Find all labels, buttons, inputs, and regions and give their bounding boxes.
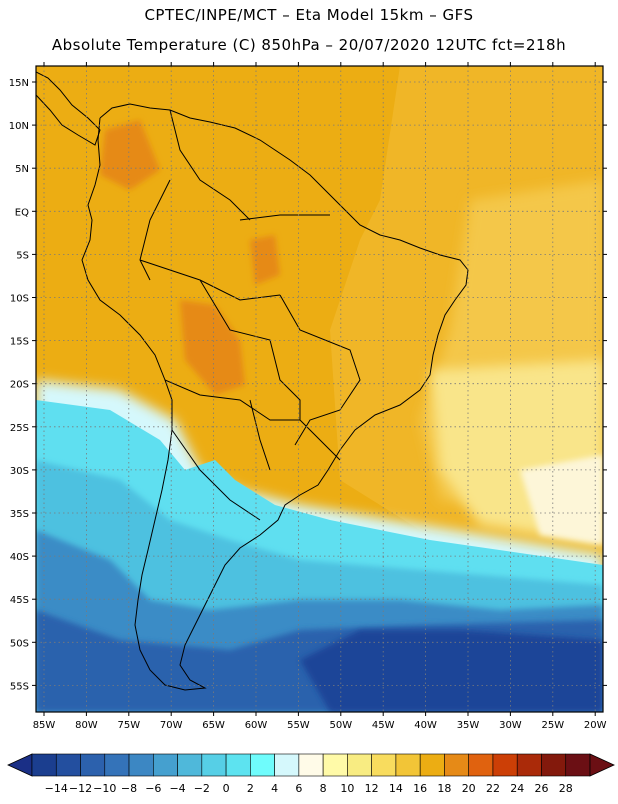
colorbar-swatch: [419, 753, 445, 777]
lon-label: 55W: [287, 720, 310, 731]
colorbar-swatch: [274, 753, 300, 777]
colorbar-swatch: [225, 753, 251, 777]
colorbar-high-arrow: [589, 753, 615, 777]
lon-label: 45W: [372, 720, 395, 731]
colorbar-swatch: [153, 753, 178, 777]
blue-darkest-region: [300, 630, 603, 712]
colorbar-label: 0: [223, 782, 230, 795]
lon-label: 85W: [33, 720, 56, 731]
colorbar-label: 24: [510, 782, 524, 795]
colorbar-swatch: [128, 753, 154, 777]
lat-label: 25S: [10, 423, 29, 434]
colorbar-label: −12: [69, 782, 92, 795]
colorbar-swatch: [347, 753, 372, 777]
colorbar-label: 4: [271, 782, 278, 795]
longitude-labels: 85W 80W 75W 70W 65W 60W 55W 50W 45W 40W 35W 30W 25W 2…: [33, 720, 607, 731]
colorbar-label: 28: [559, 782, 573, 795]
lat-label: 35S: [10, 509, 29, 520]
lon-label: 65W: [202, 720, 225, 731]
lat-label: 30S: [10, 466, 29, 477]
colorbar-swatch: [565, 753, 591, 777]
grid-lines: [36, 66, 603, 712]
colorbar-swatch: [516, 753, 542, 777]
lon-label: 20W: [584, 720, 607, 731]
chart-title-line-1: CPTEC/INPE/MCT – Eta Model 15km – GFS: [144, 6, 474, 24]
lat-label: 10S: [10, 294, 29, 305]
colorbar-label: 8: [320, 782, 327, 795]
colorbar-label: 12: [365, 782, 379, 795]
lon-label: 40W: [414, 720, 437, 731]
colorbar-swatch: [104, 753, 130, 777]
colorbar-label: −6: [145, 782, 161, 795]
colorbar-label: −14: [45, 782, 68, 795]
colorbar-swatch: [492, 753, 518, 777]
lat-label: 20S: [10, 380, 29, 391]
hot-land-colombia: [100, 120, 160, 190]
lon-label: 30W: [499, 720, 522, 731]
central-america-coastline: [36, 71, 101, 146]
hot-land-bolivia: [180, 300, 245, 395]
colorbar-label: −2: [194, 782, 210, 795]
lat-label: 45S: [10, 595, 29, 606]
south-america-coastline: [81, 103, 469, 691]
cream-region: [520, 455, 603, 545]
colorbar-labels: −14 −12 −10 −8 −6 −4 −2 0 2 4 6 8 10 12 14 16 18 20 22 24 26…: [45, 782, 573, 795]
lat-label: 40S: [10, 552, 29, 563]
colorbar-swatch: [250, 753, 275, 777]
lon-label: 60W: [245, 720, 268, 731]
lat-label: EQ: [15, 207, 29, 218]
colorbar-label: 22: [486, 782, 500, 795]
lon-label: 75W: [117, 720, 140, 731]
plot-frame: [35, 65, 604, 713]
latitude-labels: 15N 10N 5N EQ 5S 10S 15S 20S 25S 30S 35S 40S 45S 50S 5…: [9, 78, 29, 692]
lat-label: 5S: [16, 250, 29, 261]
colorbar-swatch: [395, 753, 421, 777]
colorbar: [7, 753, 615, 777]
lon-label: 35W: [457, 720, 480, 731]
colorbar-swatch: [371, 753, 397, 777]
colorbar-swatch: [31, 753, 57, 777]
internal-borders: [139, 109, 361, 521]
temperature-field: [36, 66, 603, 712]
colorbar-label: 20: [462, 782, 476, 795]
colorbar-swatch: [322, 753, 348, 777]
lat-label: 5N: [15, 164, 29, 175]
hot-land-amazon: [250, 235, 280, 285]
colorbar-label: 2: [247, 782, 254, 795]
colorbar-label: 14: [389, 782, 403, 795]
colorbar-label: 6: [295, 782, 302, 795]
colorbar-swatch: [541, 753, 567, 777]
lon-label: 25W: [541, 720, 564, 731]
country-borders: [36, 71, 469, 691]
colorbar-label: −8: [121, 782, 137, 795]
lat-label: 15S: [10, 337, 29, 348]
colorbar-low-arrow: [7, 753, 33, 777]
colorbar-swatch: [80, 753, 106, 777]
lon-label: 70W: [160, 720, 183, 731]
colorbar-label: 10: [340, 782, 354, 795]
lon-label: 80W: [75, 720, 98, 731]
colorbar-swatch: [298, 753, 324, 777]
colorbar-swatch: [201, 753, 227, 777]
lat-label: 15N: [9, 78, 29, 89]
colorbar-label: 26: [534, 782, 548, 795]
colorbar-swatch: [444, 753, 469, 777]
colorbar-swatch: [468, 753, 494, 777]
chart-title-line-2: Absolute Temperature (C) 850hPa – 20/07/…: [51, 36, 567, 54]
colorbar-swatch: [177, 753, 203, 777]
colorbar-label: 18: [437, 782, 451, 795]
lat-label: 50S: [10, 638, 29, 649]
axis-ticks: [32, 62, 607, 716]
colorbar-label: −4: [169, 782, 185, 795]
lon-label: 50W: [329, 720, 352, 731]
colorbar-label: 16: [413, 782, 427, 795]
colorbar-swatch: [55, 753, 81, 777]
lat-label: 55S: [10, 681, 29, 692]
lat-label: 10N: [9, 121, 29, 132]
colorbar-label: −10: [93, 782, 116, 795]
